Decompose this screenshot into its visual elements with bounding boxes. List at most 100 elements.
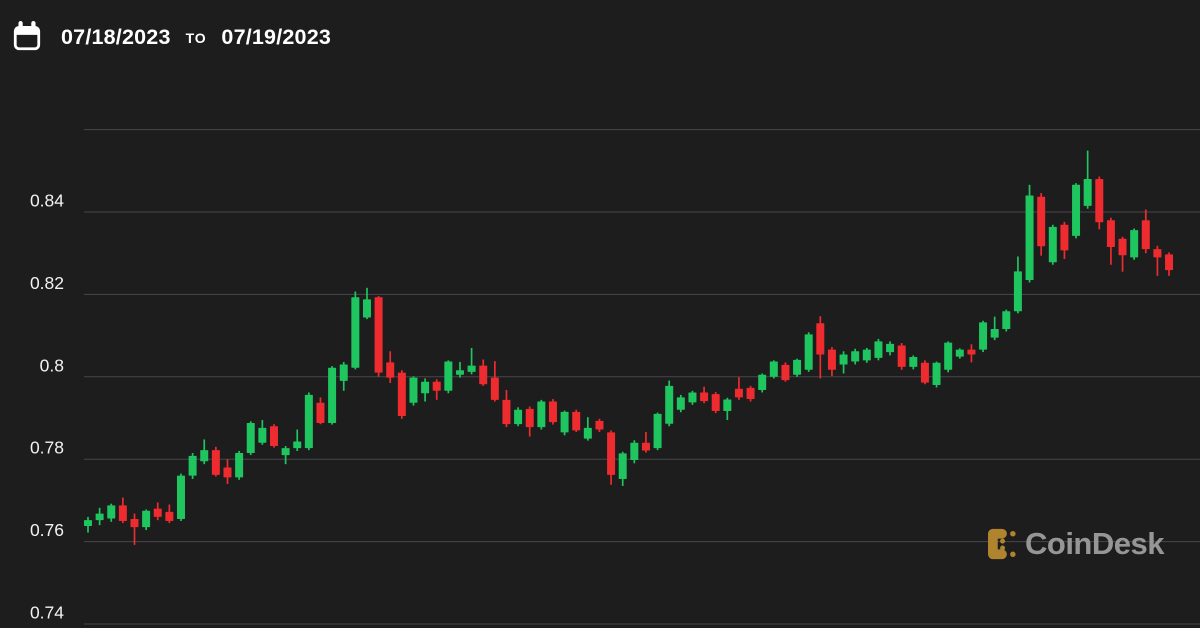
candle-body	[281, 448, 290, 456]
candle-body	[176, 475, 185, 519]
candle-body	[607, 432, 616, 475]
candle-body	[118, 505, 127, 521]
candle-body	[1106, 220, 1115, 248]
candle-body	[560, 411, 569, 433]
candle-body	[258, 427, 267, 443]
y-axis-label: 0.74	[30, 603, 64, 623]
candle-body	[734, 388, 743, 398]
candle-body	[1153, 249, 1162, 258]
candle-body	[246, 422, 255, 454]
candle-body	[1072, 184, 1081, 236]
candle-body	[1083, 179, 1092, 206]
candle-body	[409, 377, 418, 403]
candle-body	[165, 511, 174, 521]
date-range-separator: TO	[185, 30, 207, 46]
candle-body	[421, 381, 430, 394]
candle-body	[304, 394, 313, 449]
candle-body	[490, 377, 499, 400]
y-axis-label: 0.82	[30, 273, 64, 293]
candle-body	[1165, 254, 1174, 271]
candle-body	[967, 349, 976, 355]
candle-body	[665, 385, 674, 424]
candle-body	[328, 367, 337, 423]
candle-body	[1095, 179, 1104, 223]
candle-body	[479, 365, 488, 385]
y-axis-label: 0.8	[40, 355, 64, 375]
candle-body	[723, 399, 732, 411]
date-from: 07/18/2023	[61, 24, 171, 49]
logo-c-shape	[988, 528, 1007, 560]
candle-body	[432, 381, 441, 391]
candle-body	[351, 297, 360, 368]
candle-body	[769, 361, 778, 377]
candle-body	[886, 343, 895, 353]
coindesk-logo-icon	[986, 527, 1018, 561]
candle-body	[874, 341, 883, 358]
candle-body	[537, 401, 546, 428]
candle-body	[746, 387, 755, 400]
candle-body	[1048, 226, 1057, 263]
candle-body	[548, 401, 557, 423]
candle-body	[502, 399, 511, 425]
coindesk-watermark: CoinDesk	[986, 526, 1164, 562]
candle-body	[711, 394, 720, 411]
candle-body	[525, 408, 534, 428]
candle-body	[990, 329, 999, 338]
candle-body	[107, 505, 116, 519]
candle-body	[804, 334, 813, 370]
candle-body	[851, 351, 860, 362]
candle-body	[897, 345, 906, 367]
candle-body	[955, 349, 964, 357]
calendar-icon	[12, 21, 42, 53]
candle-body	[455, 370, 464, 375]
candle-body	[374, 297, 383, 373]
candle-body	[781, 364, 790, 381]
date-to: 07/19/2023	[221, 24, 332, 49]
candle-body	[630, 442, 639, 461]
candle-body	[827, 349, 836, 370]
candle-body	[130, 518, 139, 528]
candle-body	[653, 413, 662, 449]
candle-body	[362, 299, 371, 318]
candle-body	[641, 442, 650, 451]
candle-body	[758, 374, 767, 390]
candle-body	[95, 513, 104, 521]
candle-body	[618, 453, 627, 479]
candle-body	[84, 520, 92, 526]
candle-body	[700, 392, 709, 402]
candle-body	[1141, 220, 1150, 250]
candle-body	[293, 441, 302, 449]
candle-body	[862, 349, 871, 361]
candle-body	[188, 455, 197, 476]
candle-body	[211, 450, 220, 475]
candle-body	[688, 392, 697, 403]
candle-body	[595, 420, 604, 430]
candle-body	[397, 372, 406, 416]
y-axis-label: 0.84	[30, 191, 64, 211]
candle-body	[909, 357, 918, 367]
candle-body	[514, 409, 523, 425]
candle-body	[339, 364, 348, 381]
candle-body	[467, 365, 476, 372]
coindesk-logo-text: CoinDesk	[1025, 526, 1164, 561]
candle-body	[444, 361, 453, 391]
candle-body	[142, 510, 151, 528]
candle-body	[1037, 196, 1046, 247]
candle-body	[932, 362, 941, 386]
y-axis-label: 0.76	[30, 520, 64, 540]
candle-body	[316, 402, 325, 423]
candle-body	[839, 354, 848, 365]
candle-body	[583, 427, 592, 439]
candle-body	[269, 426, 278, 447]
candle-body	[1060, 224, 1069, 251]
candle-body	[676, 397, 685, 410]
candle-body	[979, 322, 988, 350]
candle-body	[572, 411, 581, 431]
candle-body	[223, 467, 232, 478]
candle-body	[1025, 195, 1034, 280]
candle-body	[944, 342, 953, 370]
candle-body	[235, 453, 244, 478]
date-range-header: 07/18/2023 TO 07/19/2023	[12, 20, 331, 54]
candle-body	[200, 450, 209, 462]
